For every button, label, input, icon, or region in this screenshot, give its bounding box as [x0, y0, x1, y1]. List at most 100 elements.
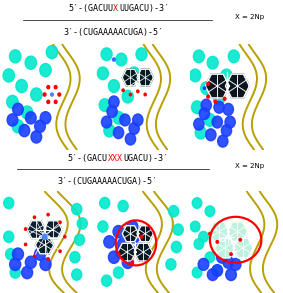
Circle shape: [10, 267, 20, 278]
Circle shape: [100, 197, 110, 209]
Circle shape: [127, 220, 138, 233]
Circle shape: [223, 97, 226, 100]
Circle shape: [22, 266, 33, 279]
Circle shape: [97, 67, 108, 80]
Circle shape: [129, 67, 140, 80]
Circle shape: [221, 125, 231, 137]
Circle shape: [230, 258, 241, 270]
Polygon shape: [233, 238, 253, 258]
Circle shape: [35, 248, 46, 260]
Circle shape: [144, 93, 146, 96]
Polygon shape: [27, 221, 46, 239]
Text: X: X: [113, 4, 118, 13]
Circle shape: [54, 86, 57, 89]
Text: E: E: [179, 194, 185, 203]
Circle shape: [4, 231, 14, 242]
Circle shape: [125, 133, 136, 145]
Circle shape: [116, 246, 127, 258]
Text: 3′-(CUGAAAAACUGA)-5′: 3′-(CUGAAAAACUGA)-5′: [57, 177, 158, 186]
Circle shape: [201, 99, 211, 111]
Circle shape: [113, 58, 115, 61]
Text: D: D: [83, 194, 91, 203]
Circle shape: [223, 256, 234, 268]
Circle shape: [104, 236, 115, 248]
Circle shape: [74, 234, 85, 246]
Circle shape: [25, 256, 36, 268]
Circle shape: [31, 131, 42, 143]
Circle shape: [108, 80, 119, 92]
Polygon shape: [44, 221, 62, 239]
Circle shape: [199, 231, 208, 242]
Circle shape: [107, 105, 117, 117]
Text: F: F: [273, 194, 279, 203]
Circle shape: [206, 129, 216, 141]
Circle shape: [118, 238, 129, 250]
Text: 5′-(GACU: 5′-(GACU: [68, 154, 108, 163]
Circle shape: [64, 236, 66, 238]
Circle shape: [214, 100, 217, 103]
Circle shape: [116, 53, 127, 66]
Circle shape: [58, 93, 61, 96]
Polygon shape: [122, 69, 139, 86]
Circle shape: [201, 82, 212, 95]
Circle shape: [101, 48, 112, 61]
Circle shape: [199, 108, 209, 120]
Circle shape: [129, 93, 132, 96]
Circle shape: [113, 267, 124, 278]
Circle shape: [33, 255, 36, 258]
Circle shape: [171, 241, 181, 253]
Circle shape: [136, 48, 147, 61]
Circle shape: [169, 206, 179, 217]
Circle shape: [221, 69, 232, 82]
Circle shape: [72, 204, 82, 215]
Polygon shape: [35, 236, 54, 254]
Circle shape: [166, 259, 176, 270]
Circle shape: [225, 116, 235, 128]
Circle shape: [214, 101, 224, 113]
Circle shape: [46, 45, 58, 59]
Circle shape: [7, 95, 18, 108]
Circle shape: [19, 125, 30, 137]
Circle shape: [194, 118, 204, 130]
Circle shape: [4, 197, 14, 209]
Circle shape: [207, 56, 218, 69]
Circle shape: [137, 90, 139, 93]
Circle shape: [131, 261, 134, 264]
Circle shape: [47, 213, 49, 216]
Circle shape: [7, 114, 18, 126]
Circle shape: [230, 253, 232, 255]
Circle shape: [207, 269, 218, 280]
Circle shape: [102, 275, 112, 286]
Circle shape: [190, 69, 201, 82]
Circle shape: [72, 269, 82, 280]
Circle shape: [16, 79, 27, 93]
Circle shape: [239, 239, 241, 241]
Circle shape: [25, 228, 27, 230]
Polygon shape: [122, 226, 139, 242]
Circle shape: [99, 99, 110, 111]
Circle shape: [113, 111, 124, 124]
Polygon shape: [134, 243, 153, 261]
Circle shape: [122, 90, 133, 103]
Circle shape: [213, 265, 222, 276]
Circle shape: [218, 135, 228, 147]
Circle shape: [192, 198, 202, 208]
Circle shape: [209, 232, 211, 235]
Circle shape: [207, 82, 209, 85]
Circle shape: [10, 258, 21, 270]
Circle shape: [33, 216, 36, 219]
Circle shape: [223, 103, 233, 115]
Circle shape: [51, 93, 53, 96]
Circle shape: [47, 100, 50, 103]
Circle shape: [194, 239, 204, 249]
Circle shape: [129, 122, 139, 134]
Polygon shape: [226, 74, 249, 98]
Circle shape: [43, 93, 46, 96]
Circle shape: [214, 92, 225, 105]
Polygon shape: [137, 226, 153, 242]
Circle shape: [140, 236, 143, 238]
Circle shape: [204, 114, 215, 126]
Text: X = 2Np: X = 2Np: [235, 163, 264, 169]
Circle shape: [25, 112, 36, 124]
Circle shape: [47, 258, 49, 260]
